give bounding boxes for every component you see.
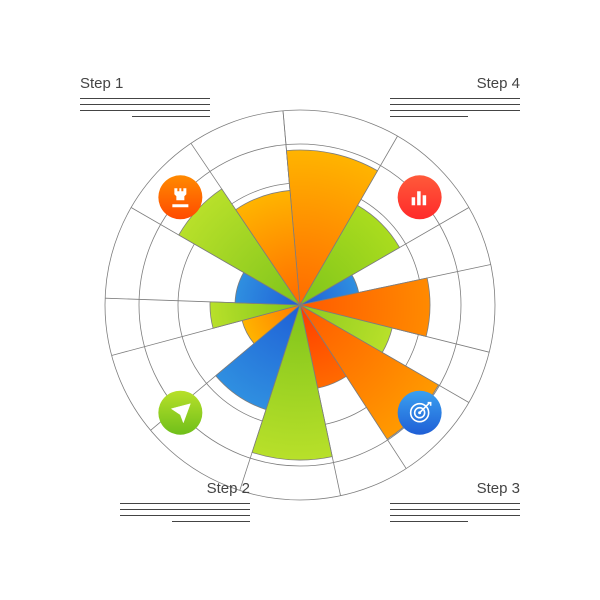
step-2-block: Step 2 xyxy=(120,480,250,527)
placeholder-line xyxy=(120,509,250,510)
step-1-badge xyxy=(158,175,202,219)
step-4-badge xyxy=(398,175,442,219)
step-3-lines xyxy=(390,503,520,522)
placeholder-line xyxy=(80,98,210,99)
placeholder-line xyxy=(120,503,250,504)
step-3-title: Step 3 xyxy=(390,480,520,497)
placeholder-line xyxy=(390,116,468,117)
placeholder-line xyxy=(390,503,520,504)
placeholder-line xyxy=(390,104,520,105)
placeholder-line xyxy=(390,521,468,522)
step-4-block: Step 4 xyxy=(390,75,520,122)
step-4-lines xyxy=(390,98,520,117)
placeholder-line xyxy=(390,509,520,510)
step-2-lines xyxy=(120,503,250,522)
placeholder-line xyxy=(80,110,210,111)
placeholder-line xyxy=(390,110,520,111)
placeholder-line xyxy=(120,515,250,516)
step-2-badge xyxy=(158,391,202,435)
step-3-badge xyxy=(398,391,442,435)
placeholder-line xyxy=(172,521,250,522)
step-3-block: Step 3 xyxy=(390,480,520,527)
step-1-title: Step 1 xyxy=(80,75,210,92)
step-1-lines xyxy=(80,98,210,117)
step-1-block: Step 1 xyxy=(80,75,210,122)
placeholder-line xyxy=(390,515,520,516)
placeholder-line xyxy=(80,104,210,105)
placeholder-line xyxy=(390,98,520,99)
step-2-title: Step 2 xyxy=(120,480,250,497)
step-4-title: Step 4 xyxy=(390,75,520,92)
placeholder-line xyxy=(132,116,210,117)
